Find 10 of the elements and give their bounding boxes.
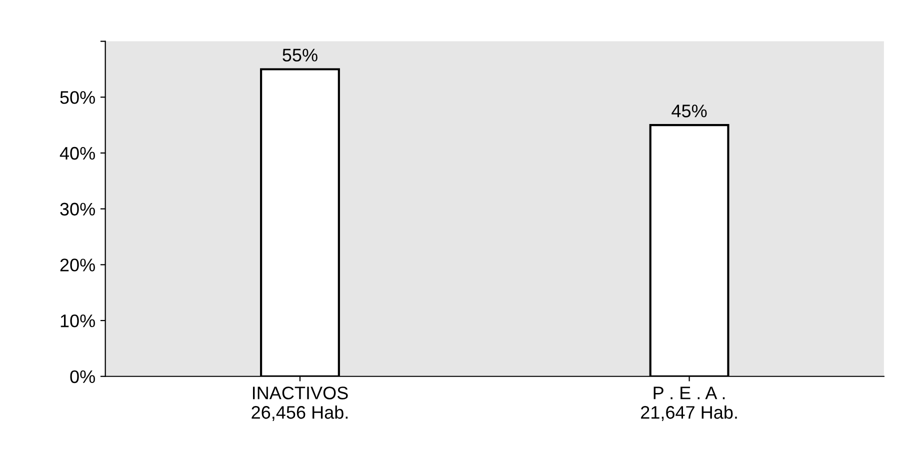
y-tick-label: 0% xyxy=(70,370,95,384)
x-tick-label: INACTIVOS 26,456 Hab. xyxy=(252,386,348,421)
x-tick-label: P . E . A . 21,647 Hab. xyxy=(641,386,737,421)
data-label: 55% xyxy=(282,48,318,62)
y-tick-label: 20% xyxy=(60,258,95,272)
y-tick-label: 10% xyxy=(60,314,95,328)
y-tick-label: 30% xyxy=(60,202,95,216)
y-tick-label: 40% xyxy=(60,146,95,160)
data-label: 45% xyxy=(672,104,707,118)
y-tick-label: 50% xyxy=(60,91,95,104)
